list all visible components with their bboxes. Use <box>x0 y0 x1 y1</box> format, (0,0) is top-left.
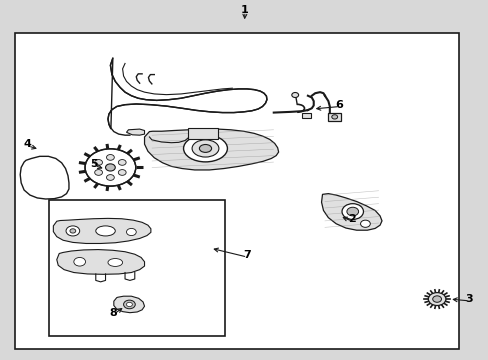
Circle shape <box>118 170 126 175</box>
Bar <box>328 113 340 121</box>
Polygon shape <box>114 296 144 313</box>
Circle shape <box>118 159 126 165</box>
Circle shape <box>106 154 114 160</box>
Bar <box>188 128 217 139</box>
Circle shape <box>106 175 114 180</box>
Circle shape <box>123 300 135 309</box>
Circle shape <box>126 228 136 235</box>
Polygon shape <box>144 129 278 170</box>
Ellipse shape <box>199 144 211 152</box>
Circle shape <box>95 159 102 165</box>
Polygon shape <box>108 58 266 129</box>
Circle shape <box>346 207 358 216</box>
Polygon shape <box>53 219 151 243</box>
Ellipse shape <box>192 140 219 157</box>
Circle shape <box>126 302 132 307</box>
Circle shape <box>427 293 445 306</box>
Ellipse shape <box>183 135 227 162</box>
Bar <box>302 113 310 118</box>
Text: 4: 4 <box>23 139 31 149</box>
Polygon shape <box>20 156 69 199</box>
Circle shape <box>360 220 369 227</box>
Bar <box>15 33 458 348</box>
Text: 8: 8 <box>109 308 117 318</box>
Bar <box>49 200 224 336</box>
Text: 6: 6 <box>335 100 343 110</box>
Circle shape <box>74 257 85 266</box>
Text: 5: 5 <box>90 159 98 169</box>
Circle shape <box>341 204 363 220</box>
Circle shape <box>66 226 80 236</box>
Text: 2: 2 <box>347 215 355 224</box>
Polygon shape <box>57 249 144 274</box>
Text: 7: 7 <box>243 250 250 260</box>
Circle shape <box>105 164 115 171</box>
Polygon shape <box>126 129 144 135</box>
Circle shape <box>291 93 298 98</box>
Circle shape <box>70 229 76 233</box>
Text: 1: 1 <box>240 5 248 15</box>
Ellipse shape <box>96 226 115 236</box>
Polygon shape <box>321 194 381 230</box>
Ellipse shape <box>108 258 122 266</box>
Circle shape <box>432 296 441 302</box>
Circle shape <box>85 149 136 186</box>
Text: 3: 3 <box>464 294 471 304</box>
Circle shape <box>95 170 102 175</box>
Circle shape <box>331 115 337 119</box>
